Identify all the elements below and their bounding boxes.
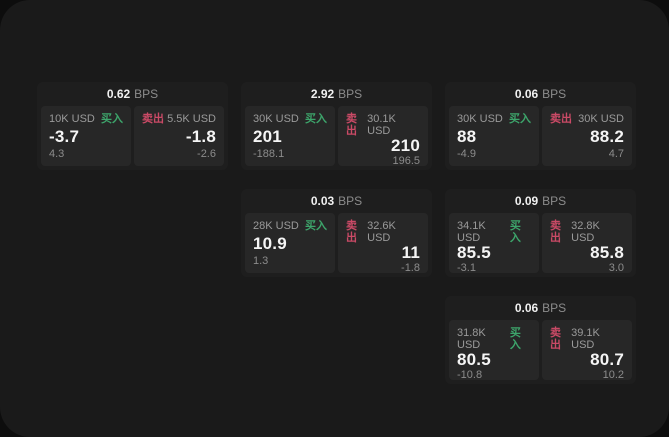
sell-price: -1.8 <box>185 126 216 146</box>
sell-amount: 30.1K USD <box>367 113 396 137</box>
buy-sell-panels: 10K USD 买入 -3.7 4.3 卖出 5.5K USD -1.8 -2.… <box>37 106 228 170</box>
buy-delta: -4.9 <box>457 148 476 160</box>
card-header: 0.06 BPS <box>445 296 636 320</box>
buy-panel[interactable]: 30K USD 买入 88 -4.9 <box>449 106 539 166</box>
buy-delta: 1.3 <box>253 255 269 267</box>
sell-price: 85.8 <box>590 243 624 262</box>
card-header: 0.03 BPS <box>241 189 432 213</box>
bps-value: 0.62 <box>106 87 131 101</box>
card-header: 0.06 BPS <box>445 82 636 106</box>
bps-value: 2.92 <box>310 87 335 101</box>
sell-side-label: 卖出 <box>550 220 561 244</box>
sell-delta: 196.5 <box>392 155 420 167</box>
buy-price: -3.7 <box>49 126 80 146</box>
card-header: 0.62 BPS <box>37 82 228 106</box>
buy-amount: 30K USD <box>457 113 503 125</box>
sell-price: 88.2 <box>590 126 624 146</box>
buy-panel[interactable]: 10K USD 买入 -3.7 4.3 <box>41 106 131 166</box>
sell-panel[interactable]: 卖出 39.1K USD 80.7 10.2 <box>542 320 632 381</box>
quote-card: 0.03 BPS 28K USD 买入 10.9 1.3 卖出 32.6K US… <box>241 189 432 277</box>
sell-price: 210 <box>391 136 420 155</box>
bps-unit-label: BPS <box>542 194 567 208</box>
buy-price: 85.5 <box>457 243 491 262</box>
sell-price: 80.7 <box>590 350 624 369</box>
buy-side-label: 买入 <box>509 220 521 244</box>
sell-panel[interactable]: 卖出 32.6K USD 11 -1.8 <box>338 213 428 274</box>
buy-panel[interactable]: 31.8K USD 买入 80.5 -10.8 <box>449 320 539 381</box>
sell-delta: -2.6 <box>197 148 216 160</box>
buy-sell-panels: 30K USD 买入 88 -4.9 卖出 30K USD 88.2 4.7 <box>445 106 636 170</box>
sell-delta: 4.7 <box>608 148 624 160</box>
buy-side-label: 买入 <box>305 220 327 232</box>
buy-panel[interactable]: 30K USD 买入 201 -188.1 <box>245 106 335 166</box>
sell-panel[interactable]: 卖出 5.5K USD -1.8 -2.6 <box>134 106 224 166</box>
buy-amount: 28K USD <box>253 220 299 232</box>
sell-panel[interactable]: 卖出 30K USD 88.2 4.7 <box>542 106 632 166</box>
buy-sell-panels: 30K USD 买入 201 -188.1 卖出 30.1K USD 210 1… <box>241 106 432 170</box>
buy-delta: -3.1 <box>457 262 476 274</box>
buy-delta: -188.1 <box>253 148 285 160</box>
sell-amount: 5.5K USD <box>167 113 216 125</box>
quote-card: 2.92 BPS 30K USD 买入 201 -188.1 卖出 30.1K … <box>241 82 432 170</box>
bps-unit-label: BPS <box>542 301 567 315</box>
bps-value: 0.09 <box>514 194 539 208</box>
bps-value: 0.06 <box>514 87 539 101</box>
quote-card: 0.09 BPS 34.1K USD 买入 85.5 -3.1 卖出 32.8K… <box>445 189 636 277</box>
buy-amount: 31.8K USD <box>457 327 486 351</box>
buy-side-label: 买入 <box>509 327 521 351</box>
sell-amount: 30K USD <box>578 113 624 125</box>
card-header: 2.92 BPS <box>241 82 432 106</box>
sell-panel[interactable]: 卖出 32.8K USD 85.8 3.0 <box>542 213 632 274</box>
bps-value: 0.06 <box>514 301 539 315</box>
bps-unit-label: BPS <box>542 87 567 101</box>
buy-side-label: 买入 <box>101 113 123 125</box>
bps-unit-label: BPS <box>338 87 363 101</box>
sell-side-label: 卖出 <box>550 327 561 351</box>
card-header: 0.09 BPS <box>445 189 636 213</box>
sell-price: 11 <box>401 243 420 262</box>
bps-value: 0.03 <box>310 194 335 208</box>
buy-side-label: 买入 <box>305 113 327 125</box>
sell-side-label: 卖出 <box>346 220 357 244</box>
sell-delta: 3.0 <box>608 262 624 274</box>
buy-amount: 34.1K USD <box>457 220 486 244</box>
buy-panel[interactable]: 34.1K USD 买入 85.5 -3.1 <box>449 213 539 274</box>
sell-side-label: 卖出 <box>142 113 164 125</box>
buy-delta: -10.8 <box>457 369 483 381</box>
buy-amount: 10K USD <box>49 113 95 125</box>
quote-card: 0.62 BPS 10K USD 买入 -3.7 4.3 卖出 5.5K USD… <box>37 82 228 170</box>
sell-side-label: 卖出 <box>550 113 572 125</box>
sell-amount: 32.6K USD <box>367 220 396 244</box>
sell-delta: -1.8 <box>401 262 420 274</box>
buy-price: 80.5 <box>457 350 491 369</box>
buy-sell-panels: 34.1K USD 买入 85.5 -3.1 卖出 32.8K USD 85.8… <box>445 213 636 277</box>
buy-sell-panels: 28K USD 买入 10.9 1.3 卖出 32.6K USD 11 -1.8 <box>241 213 432 277</box>
buy-sell-panels: 31.8K USD 买入 80.5 -10.8 卖出 39.1K USD 80.… <box>445 320 636 384</box>
quote-card: 0.06 BPS 31.8K USD 买入 80.5 -10.8 卖出 39.1… <box>445 296 636 384</box>
buy-panel[interactable]: 28K USD 买入 10.9 1.3 <box>245 213 335 273</box>
sell-panel[interactable]: 卖出 30.1K USD 210 196.5 <box>338 106 428 167</box>
bps-unit-label: BPS <box>338 194 363 208</box>
buy-side-label: 买入 <box>509 113 531 125</box>
buy-price: 10.9 <box>253 233 287 253</box>
buy-price: 201 <box>253 126 282 146</box>
sell-amount: 39.1K USD <box>571 327 600 351</box>
sell-amount: 32.8K USD <box>571 220 600 244</box>
sell-delta: 10.2 <box>602 369 624 381</box>
buy-amount: 30K USD <box>253 113 299 125</box>
buy-delta: 4.3 <box>49 148 65 160</box>
quote-card: 0.06 BPS 30K USD 买入 88 -4.9 卖出 30K USD 8… <box>445 82 636 170</box>
bps-unit-label: BPS <box>134 87 159 101</box>
sell-side-label: 卖出 <box>346 113 357 137</box>
buy-price: 88 <box>457 126 477 146</box>
